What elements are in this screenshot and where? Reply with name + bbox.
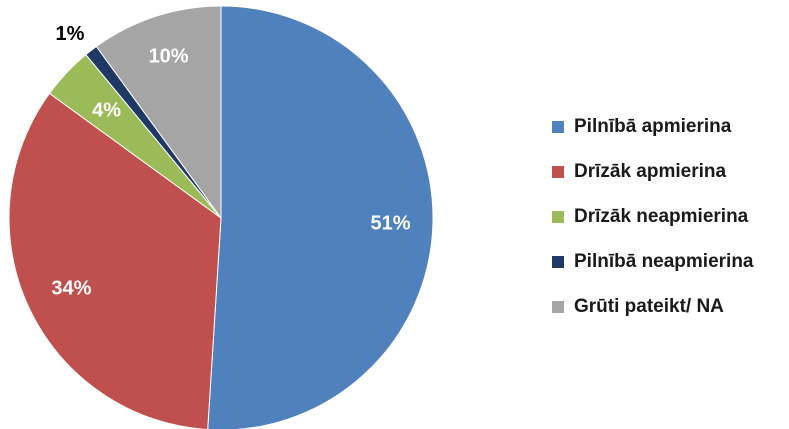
legend-label: Pilnībā apmierina (574, 115, 732, 137)
pie-slices (8, 5, 434, 429)
legend-swatch (552, 165, 564, 178)
legend-swatch (552, 255, 564, 268)
pie-data-label-pilniba-apmierina: 51% (371, 212, 411, 234)
pie-data-label-drizak-neapmierina: 4% (92, 100, 121, 122)
pie-data-label-drizak-apmierina: 34% (51, 277, 91, 299)
legend-item-pilniba-apmierina: Pilnībā apmierina (552, 116, 782, 137)
pie-slice-drizak-apmierina (8, 92, 222, 429)
legend-label: Pilnībā neapmierina (574, 250, 754, 272)
pie-data-labels: 51% 34% 4% 1% 10% (51, 23, 410, 299)
legend-label: Drīzāk neapmierina (574, 205, 749, 227)
legend-item-drizak-neapmierina: Drīzāk neapmierina (552, 206, 782, 227)
pie-data-label-gruti-pateikt-na: 10% (149, 46, 189, 68)
legend-swatch (552, 300, 564, 313)
legend-swatch (552, 120, 564, 133)
legend-swatch (552, 210, 564, 223)
legend-item-drizak-apmierina: Drīzāk apmierina (552, 161, 782, 182)
legend: Pilnībā apmierina Drīzāk apmierina Drīzā… (552, 116, 782, 341)
legend-label: Drīzāk apmierina (574, 160, 727, 182)
legend-item-pilniba-neapmierina: Pilnībā neapmierina (552, 251, 782, 272)
pie-slice-gruti-pateikt-na (95, 5, 222, 220)
legend-label: Grūti pateikt/ NA (574, 295, 724, 317)
pie-slice-pilniba-apmierina (207, 5, 434, 429)
pie-data-label-pilniba-neapmierina: 1% (56, 23, 85, 45)
legend-item-gruti-pateikt: Grūti pateikt/ NA (552, 296, 782, 317)
